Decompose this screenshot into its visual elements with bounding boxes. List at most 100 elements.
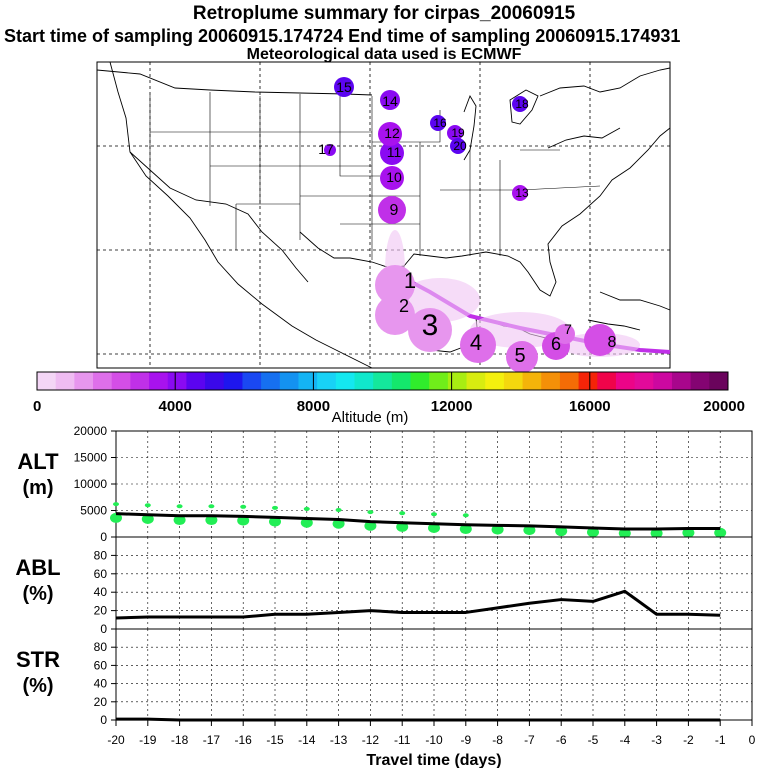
str-panel-label: STR	[16, 647, 60, 672]
colorbar-swatch	[429, 372, 449, 390]
plume-cluster-label: 7	[564, 321, 572, 337]
altitude-cluster-marker	[332, 518, 345, 529]
plume-cluster-marker	[380, 90, 400, 110]
colorbar-swatch	[503, 372, 524, 390]
colorbar-swatch	[615, 372, 636, 390]
plume-cluster-marker	[380, 166, 404, 190]
altitude-colorbar: 0 4000 8000 12000 16000 20000 Altitude (m)	[33, 371, 745, 426]
plume-cluster-label: 17	[318, 141, 334, 157]
x-tick-label: -2	[683, 733, 694, 747]
altitude-cluster-marker	[428, 522, 440, 533]
plume-cluster-marker	[375, 265, 415, 305]
plume-cluster-marker	[512, 185, 528, 201]
altitude-cluster-marker	[491, 524, 504, 535]
altitude-cluster-marker	[141, 513, 154, 524]
plume-cluster-label: 8	[608, 334, 617, 351]
colorbar-swatch	[653, 372, 673, 390]
colorbar-swatch	[447, 372, 468, 390]
y-tick-label: 5000	[80, 504, 107, 518]
plume-cluster-marker	[408, 308, 452, 352]
altitude-cluster-marker	[205, 515, 218, 526]
abl-panel: 0 20 40 60 80 ABL (%)	[15, 536, 753, 636]
x-tick-label: -14	[298, 733, 316, 747]
colorbar-swatch	[391, 372, 412, 390]
colorbar-swatch	[541, 372, 561, 390]
y-tick-label: 40	[94, 677, 108, 691]
colorbar-swatch	[671, 372, 692, 390]
x-tick-label: -6	[556, 733, 567, 747]
colorbar-swatch	[93, 372, 113, 390]
colorbar-swatch	[317, 372, 337, 390]
colorbar-swatch	[335, 372, 355, 390]
altitude-cluster-marker	[237, 515, 250, 526]
colorbar-swatch	[485, 372, 505, 390]
colorbar-swatch	[111, 372, 131, 390]
altitude-cluster-marker	[335, 507, 342, 512]
y-tick-label: 60	[94, 658, 108, 672]
plume-cluster-marker	[375, 295, 415, 335]
plume-cluster-marker	[555, 324, 575, 344]
colorbar-swatch	[597, 372, 617, 390]
x-tick-label: -4	[619, 733, 630, 747]
plume-cluster-marker	[460, 327, 496, 363]
altitude-cluster-marker	[523, 525, 536, 536]
altitude-cluster-marker	[269, 516, 281, 527]
plume-cluster-label: 2	[399, 296, 409, 316]
plume-cluster-label: 5	[514, 345, 525, 367]
altitude-cluster-marker	[650, 528, 663, 539]
plume-cluster-label: 4	[470, 330, 482, 355]
colorbar-tick-label: 0	[33, 398, 41, 415]
altitude-cluster-marker	[110, 512, 122, 523]
colorbar-swatch	[634, 372, 654, 390]
x-tick-label: -15	[266, 733, 284, 747]
plume-cluster-marker	[447, 125, 463, 141]
x-tick-label: -7	[524, 733, 535, 747]
str-series-line	[116, 717, 721, 722]
x-tick-label: -9	[460, 733, 471, 747]
colorbar-swatch	[167, 372, 187, 390]
colorbar-tick-label: 8000	[297, 398, 330, 415]
colorbar-swatch	[709, 372, 729, 390]
altitude-cluster-marker	[300, 517, 313, 528]
alt-panel: 0 5000 10000 15000 20000 ALT (m)	[17, 424, 753, 544]
plume-cluster-label: 9	[390, 202, 399, 219]
y-tick-label: 15000	[74, 451, 108, 465]
altitude-cluster-marker	[272, 505, 278, 510]
colorbar-swatch	[37, 372, 57, 390]
y-tick-label: 0	[100, 622, 107, 636]
y-tick-label: 20	[94, 695, 108, 709]
plume-cluster-label: 13	[515, 186, 529, 200]
colorbar-swatch	[522, 372, 542, 390]
y-tick-label: 80	[94, 640, 108, 654]
colorbar-swatch	[186, 372, 206, 390]
plume-cluster-label: 10	[386, 169, 402, 185]
y-tick-label: 10000	[74, 477, 108, 491]
altitude-cluster-marker	[113, 502, 119, 507]
x-tick-label: -12	[362, 733, 380, 747]
x-tick-label: -5	[588, 733, 599, 747]
altitude-cluster-marker	[144, 503, 151, 508]
altitude-cluster-marker	[682, 527, 695, 538]
colorbar-swatch	[690, 372, 710, 390]
y-tick-label: 0	[100, 713, 107, 727]
plume-cluster-label: 20	[453, 139, 467, 153]
plume-cluster-marker	[512, 96, 528, 112]
x-tick-label: -3	[651, 733, 662, 747]
y-tick-label: 40	[94, 585, 108, 599]
y-tick-label: 80	[94, 548, 108, 562]
plume-cluster-label: 1	[404, 268, 416, 293]
colorbar-swatch	[242, 372, 262, 390]
colorbar-tick-label: 20000	[703, 398, 745, 415]
colorbar-swatch	[559, 372, 580, 390]
x-axis-label: Travel time (days)	[366, 752, 501, 768]
x-tick-label: -11	[394, 733, 411, 747]
plume-cluster-label: 3	[422, 309, 439, 342]
colorbar-swatch	[130, 372, 150, 390]
altitude-cluster-marker	[431, 512, 437, 517]
plume-cluster-marker	[450, 138, 466, 154]
colorbar-swatch	[55, 372, 75, 390]
altitude-cluster-marker	[618, 528, 631, 539]
abl-panel-label: ABL	[15, 555, 60, 580]
altitude-cluster-marker	[555, 526, 568, 537]
colorbar-swatch	[298, 372, 318, 390]
